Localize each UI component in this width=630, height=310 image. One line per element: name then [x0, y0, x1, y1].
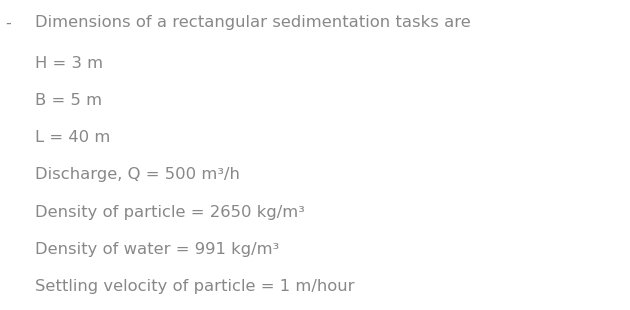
Text: H = 3 m: H = 3 m	[35, 56, 103, 71]
Text: Settling velocity of particle = 1 m/hour: Settling velocity of particle = 1 m/hour	[35, 279, 354, 294]
Text: L = 40 m: L = 40 m	[35, 130, 110, 145]
Text: B = 5 m: B = 5 m	[35, 93, 102, 108]
Text: Discharge, Q = 500 m³/h: Discharge, Q = 500 m³/h	[35, 167, 239, 182]
Text: Density of particle = 2650 kg/m³: Density of particle = 2650 kg/m³	[35, 205, 304, 219]
Text: -: -	[5, 16, 11, 30]
Text: Dimensions of a rectangular sedimentation tasks are: Dimensions of a rectangular sedimentatio…	[35, 16, 471, 30]
Text: Density of water = 991 kg/m³: Density of water = 991 kg/m³	[35, 242, 279, 257]
